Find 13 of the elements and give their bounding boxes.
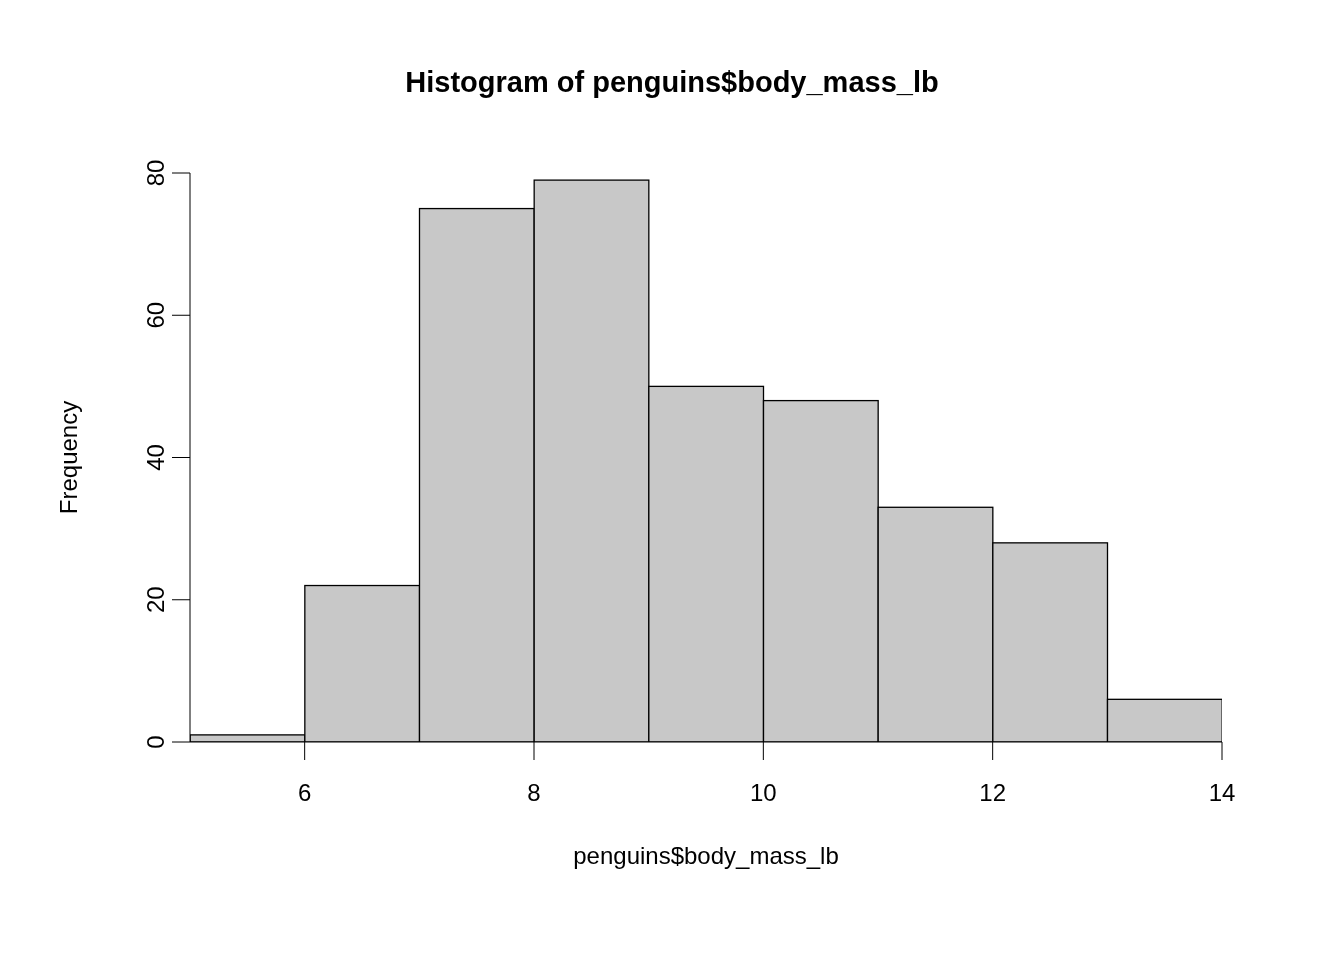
- y-tick-label: 80: [142, 159, 169, 187]
- y-axis-title: Frequency: [54, 400, 82, 515]
- y-tick-label: 0: [142, 735, 169, 749]
- x-tick-label: 12: [979, 779, 1007, 807]
- y-tick-label: 40: [142, 444, 169, 471]
- chart-title: Histogram of penguins$body_mass_lb: [404, 66, 940, 99]
- x-tick-label: 14: [1208, 779, 1236, 807]
- y-tick-label: 60: [142, 301, 169, 329]
- x-axis-title: penguins$body_mass_lb: [573, 842, 839, 869]
- x-tick-label: 8: [527, 779, 541, 807]
- y-tick-label: 20: [142, 586, 169, 614]
- x-tick-label: 10: [749, 779, 777, 807]
- x-tick-label: 6: [297, 779, 312, 807]
